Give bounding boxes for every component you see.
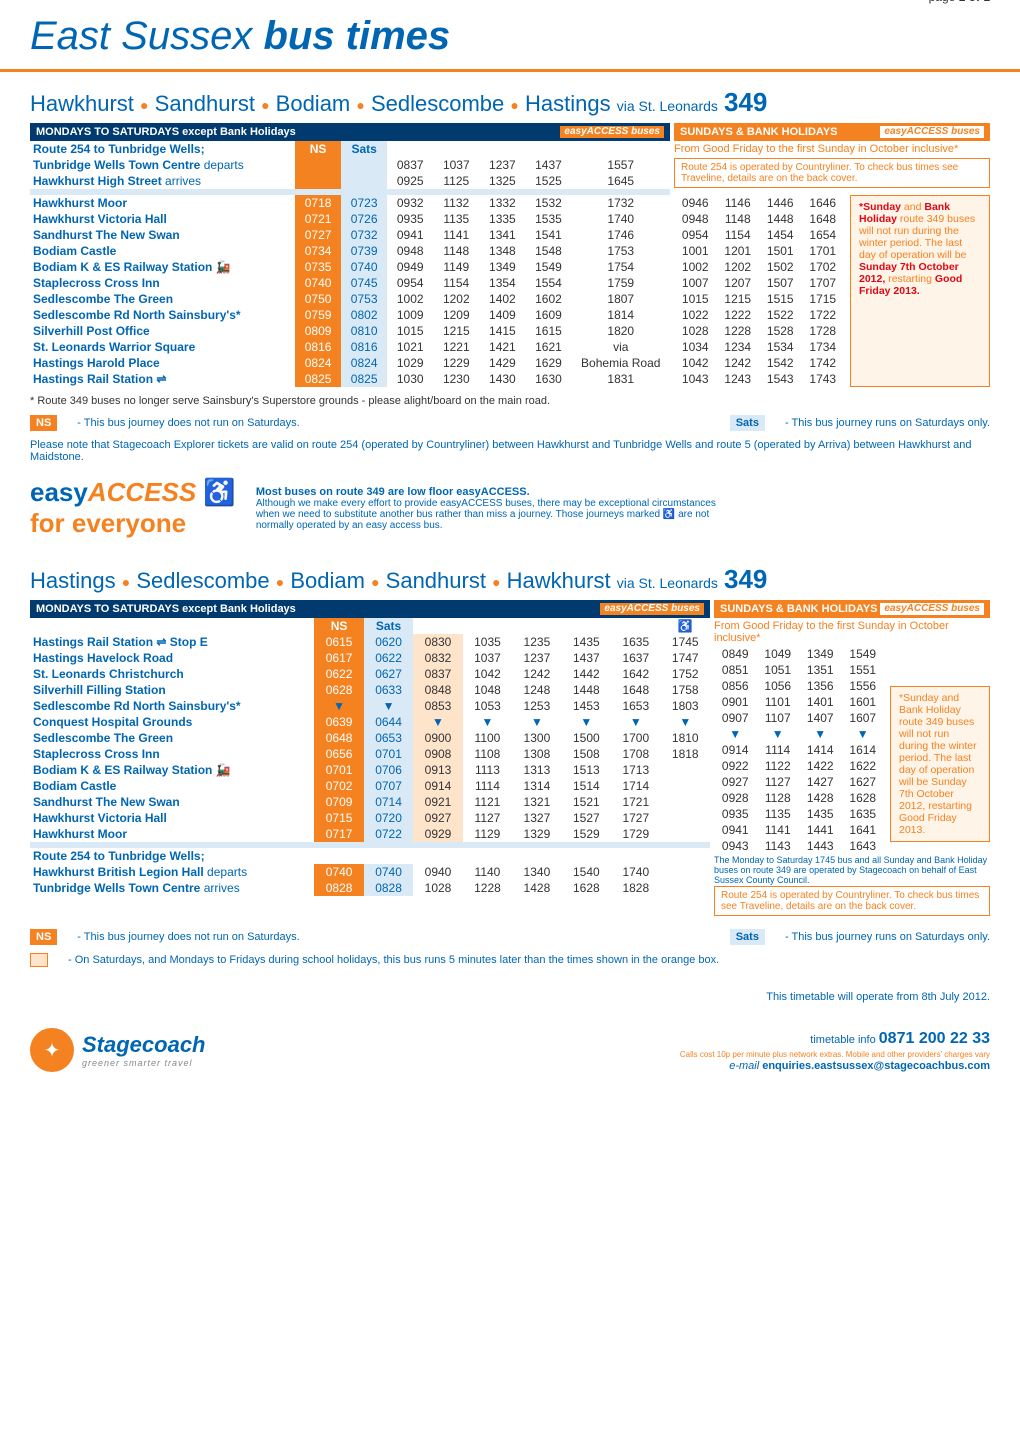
table-row: Sedlescombe The Green0750075310021202140…: [30, 291, 670, 307]
table-row: 1042124215421742: [674, 355, 844, 371]
table-row: ▼▼▼▼: [714, 726, 884, 742]
page-number: page 1 of 1: [30, 0, 990, 4]
table-row: Hastings Rail Station ⇌ Stop E0615062008…: [30, 634, 710, 650]
table-row: 1015121515151715: [674, 291, 844, 307]
table-row: Hawkhurst High Street arrives 0925 1125 …: [30, 173, 670, 189]
table-row: 1043124315431743: [674, 371, 844, 387]
sunday-bar-2: SUNDAYS & BANK HOLIDAYS easyACCESS buses: [714, 600, 990, 618]
legend-row-3: - On Saturdays, and Mondays to Fridays d…: [0, 949, 1020, 971]
table-row: Sandhurst The New Swan070907140921112113…: [30, 794, 710, 810]
orange-chip-icon: [30, 953, 48, 967]
table-row: 0907110714071607: [714, 710, 884, 726]
table-row: 0948114814481648: [674, 211, 844, 227]
table-row: Staplecross Cross Inn0656070109081108130…: [30, 746, 710, 762]
table-row: 1001120115011701: [674, 243, 844, 259]
legend-row-1: NS - This bus journey does not run on Sa…: [0, 411, 1020, 435]
table-row: 0849104913491549: [714, 646, 884, 662]
logo-icon: ✦: [30, 1028, 74, 1072]
sunday-note-2: From Good Friday to the first Sunday in …: [714, 618, 990, 646]
table-row: Silverhill Filling Station06280633084810…: [30, 682, 710, 698]
table-row: Bodiam K & ES Railway Station 🚂070107060…: [30, 762, 710, 778]
table-row: St. Leonards Christchurch062206270837104…: [30, 666, 710, 682]
access-body: Although we make every effort to provide…: [256, 498, 736, 531]
table-row: Hawkhurst Moor07180723093211321332153217…: [30, 195, 670, 211]
table-row: 0935113514351635: [714, 806, 884, 822]
brand-title: East Sussex bus times: [30, 14, 990, 59]
weekday-bar-2: MONDAYS TO SATURDAYS except Bank Holiday…: [30, 600, 710, 618]
council-note: The Monday to Saturday 1745 bus and all …: [714, 855, 990, 885]
table-row: 0954115414541654: [674, 227, 844, 243]
table-row: 0943114314431643: [714, 838, 884, 854]
table-row: 1028122815281728: [674, 323, 844, 339]
sainsburys-footnote: * Route 349 buses no longer serve Sainsb…: [0, 395, 1020, 407]
table-row: 0914111414141614: [714, 742, 884, 758]
table-row: 0901110114011601: [714, 694, 884, 710]
table-row: 1002120215021702: [674, 259, 844, 275]
table-row: Hawkhurst Victoria Hall07150720092711271…: [30, 810, 710, 826]
explorer-note: Please note that Stagecoach Explorer tic…: [0, 439, 1020, 463]
footer: ✦ Stagecoach greener smarter travel time…: [0, 1018, 1020, 1092]
easy-access-logo: easyACCESS ♿ for everyone: [30, 477, 236, 539]
table-row: 1034123415341734: [674, 339, 844, 355]
timetable-inbound-sunday: 0849104913491549085110511351155108561056…: [714, 646, 884, 854]
table-row: Bodiam Castle073407390948114813481548175…: [30, 243, 670, 259]
table-row: 0851105113511551: [714, 662, 884, 678]
table-row: 1022122215221722: [674, 307, 844, 323]
table-row: 0856105613561556: [714, 678, 884, 694]
table-row: Tunbridge Wells Town Centre departs 0837…: [30, 157, 670, 173]
table-row: Staplecross Cross Inn0740074509541154135…: [30, 275, 670, 291]
table-row: Hastings Rail Station ⇌08250825103012301…: [30, 371, 670, 387]
table-row: Bodiam Castle070207070914111413141514171…: [30, 778, 710, 794]
route254-box-2: Route 254 is operated by Countryliner. T…: [714, 886, 990, 916]
table-row: 0946114614461646: [674, 195, 844, 211]
table-row: Hawkhurst Victoria Hall07210726093511351…: [30, 211, 670, 227]
sunday-info-box: *Sunday and Bank Holiday route 349 buses…: [850, 195, 990, 387]
timetable-inbound-weekday: NS Sats ♿ Hastings Rail Station ⇌ Stop E…: [30, 618, 710, 896]
table-row: Bodiam K & ES Railway Station 🚂073507400…: [30, 259, 670, 275]
access-lead: Most buses on route 349 are low floor ea…: [256, 486, 736, 498]
table-row: Hawkhurst British Legion Hall departs 07…: [30, 864, 710, 880]
route254-box: Route 254 is operated by Countryliner. T…: [674, 158, 990, 188]
table-row: Hawkhurst Moor07170722092911291329152917…: [30, 826, 710, 842]
table-row: 1007120715071707: [674, 275, 844, 291]
table-row: 0922112214221622: [714, 758, 884, 774]
contact-info: timetable info 0871 200 22 33 Calls cost…: [680, 1030, 990, 1072]
table-row: 0941114114411641: [714, 822, 884, 838]
stagecoach-logo: ✦ Stagecoach greener smarter travel: [30, 1028, 206, 1072]
route254-heading: Route 254 to Tunbridge Wells;: [30, 141, 295, 157]
table-row: Sandhurst The New Swan072707320941114113…: [30, 227, 670, 243]
table-row: Sedlescombe Rd North Sainsbury's*0759080…: [30, 307, 670, 323]
sunday-note: From Good Friday to the first Sunday in …: [674, 141, 990, 157]
header: page 1 of 1 East Sussex bus times: [0, 0, 1020, 72]
table-row: Conquest Hospital Grounds06390644▼▼▼▼▼▼: [30, 714, 710, 730]
table-row: 0928112814281628: [714, 790, 884, 806]
table-row: Hastings Havelock Road061706220832103712…: [30, 650, 710, 666]
timetable-outbound-sunday: 0946114614461646094811481448164809541154…: [674, 195, 844, 387]
table-row: Sedlescombe The Green0648065309001100130…: [30, 730, 710, 746]
table-row: Silverhill Post Office080908101015121514…: [30, 323, 670, 339]
weekday-bar: MONDAYS TO SATURDAYS except Bank Holiday…: [30, 123, 670, 141]
table-row: Hastings Harold Place0824082410291229142…: [30, 355, 670, 371]
table-row: 0927112714271627: [714, 774, 884, 790]
table-row: Sedlescombe Rd North Sainsbury's*▼▼08531…: [30, 698, 710, 714]
sunday-bar: SUNDAYS & BANK HOLIDAYS easyACCESS buses: [674, 123, 990, 141]
table-row: St. Leonards Warrior Square0816081610211…: [30, 339, 670, 355]
legend-row-2: NS - This bus journey does not run on Sa…: [0, 925, 1020, 949]
table-row: Tunbridge Wells Town Centre arrives 0828…: [30, 880, 710, 896]
route-header-inbound: Hastings ● Sedlescombe ● Bodiam ● Sandhu…: [0, 549, 1020, 600]
sunday-info-box-2: *Sunday and Bank Holiday route 349 buses…: [890, 686, 990, 842]
easy-access-block: easyACCESS ♿ for everyone Most buses on …: [0, 467, 1020, 549]
timetable-outbound-weekday: Route 254 to Tunbridge Wells; NS Sats Tu…: [30, 141, 670, 387]
route-header-outbound: Hawkhurst ● Sandhurst ● Bodiam ● Sedlesc…: [0, 72, 1020, 123]
valid-from: This timetable will operate from 8th Jul…: [0, 991, 1020, 1003]
